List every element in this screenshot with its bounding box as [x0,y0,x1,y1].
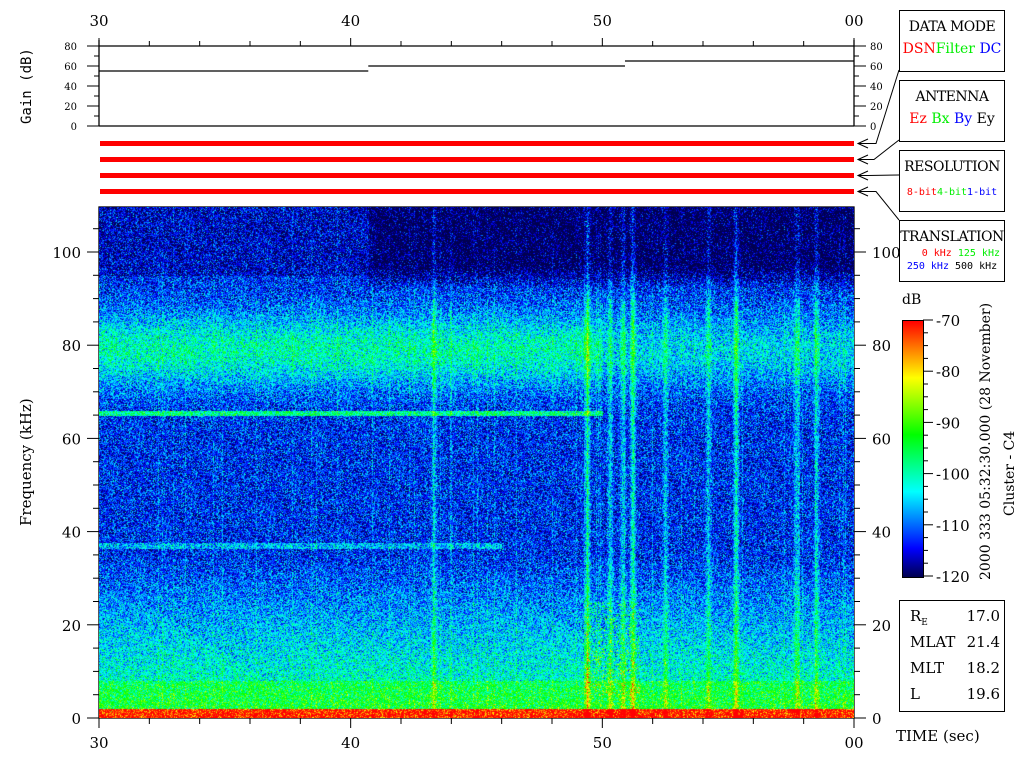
legend-1bit: 1-bit [967,187,998,198]
freq-tick-label: 100 [52,244,81,262]
colorbar-tick-label: -110 [936,517,970,535]
time-tick-label-bottom: 00 [844,734,863,752]
gain-axis-label: Gain (dB) [19,48,35,124]
gain-tick-label: 60 [870,62,883,73]
legend-500khz: 500 kHz [955,261,998,272]
colorbar-tick-label: -120 [936,568,970,586]
colorbar [902,320,924,578]
gain-tick-label: 80 [64,42,77,53]
orbit-label-mlt: MLT [910,659,945,677]
legend-4bit: 4-bit [936,187,968,198]
spectrogram-image [99,207,854,718]
time-tick-label-top: 40 [341,12,360,30]
colorbar-tick-label: -70 [936,312,960,330]
colorbar-tick-label: -80 [936,363,960,381]
gain-tick-label: 20 [64,102,77,113]
legend-dc: DC [979,41,1002,57]
legend-connector [858,139,900,160]
orbit-value-re: 17.0 [966,607,1000,625]
gain-tick-label: 40 [64,82,77,93]
colorbar-tick-label: -100 [936,466,970,484]
gain-tick-label: 80 [870,42,883,53]
time-tick-label-bottom: 30 [89,734,108,752]
freq-tick-label: 60 [62,430,81,448]
freq-tick-label: 60 [872,430,891,448]
legend-bx: Bx [931,111,950,127]
legend-by: By [953,111,973,127]
resolution-legend: RESOLUTION 8-bit4-bit1-bit [899,150,1005,212]
orbit-label-re-sub: E [921,618,928,628]
freq-tick-label: 40 [62,524,81,542]
resolution-title: RESOLUTION [904,159,1000,175]
data-mode-title: DATA MODE [908,19,996,35]
time-tick-label-bottom: 40 [341,734,360,752]
time-tick-label-top: 50 [593,12,612,30]
legend-connector [858,69,900,144]
antenna-title: ANTENNA [915,89,989,105]
gain-tick-label: 60 [64,62,77,73]
freq-tick-label: 80 [62,337,81,355]
legend-filter: Filter [935,41,975,57]
orbit-label-mlat: MLAT [910,633,956,651]
legend-dsn: DSN [902,41,936,57]
frequency-axis-label: Frequency (kHz) [17,398,35,526]
legend-connector [858,191,900,221]
gain-tick-label: 20 [870,102,883,113]
gain-tick-label: 0 [71,122,77,133]
time-axis-label: TIME (sec) [896,727,980,745]
legend-8bit: 8-bit [906,187,937,198]
legend-connector [858,174,900,176]
status-bar [100,189,854,194]
orbit-label-l: L [910,685,920,703]
freq-tick-label: 100 [872,244,901,262]
colorbar-label: dB [902,292,922,308]
orbit-label-re: R [910,607,922,625]
freq-tick-label: 0 [71,710,81,728]
spacecraft-caption: Cluster - C4 [1002,430,1018,516]
translation-legend: TRANSLATION 0 kHz 125 kHz 250 kHz 500 kH… [899,220,1005,282]
legend-ez: Ez [909,111,927,127]
legend-ey: Ey [976,111,995,127]
status-bar [100,141,854,146]
orbit-value-mlt: 18.2 [966,659,1000,677]
time-tick-label-top: 30 [89,12,108,30]
antenna-legend: ANTENNA Ez Bx By Ey [899,80,1005,142]
freq-tick-label: 20 [872,617,891,635]
gain-tick-label: 40 [870,82,883,93]
colorbar-tick-label: -90 [936,414,960,432]
gain-tick-label: 0 [870,122,876,133]
freq-tick-label: 20 [62,617,81,635]
translation-title: TRANSLATION [900,229,1004,245]
orbit-value-l: 19.6 [966,685,1000,703]
status-bar [100,173,854,178]
time-tick-label-bottom: 50 [593,734,612,752]
date-caption: 2000 333 05:32:30.000 (28 November) [978,302,994,580]
freq-tick-label: 0 [872,710,882,728]
data-mode-legend: DATA MODE DSNFilter DC [899,10,1005,72]
time-tick-label-top: 00 [844,12,863,30]
orbit-info-box: RE 17.0 MLAT 21.4 MLT 18.2 L 19.6 [899,600,1005,712]
legend-125khz: 125 kHz [957,248,1000,259]
legend-250khz: 250 kHz [906,261,949,272]
freq-tick-label: 80 [872,337,891,355]
orbit-value-mlat: 21.4 [966,633,1000,651]
freq-tick-label: 40 [872,524,891,542]
legend-0khz: 0 kHz [921,248,952,259]
status-bar [100,157,854,162]
